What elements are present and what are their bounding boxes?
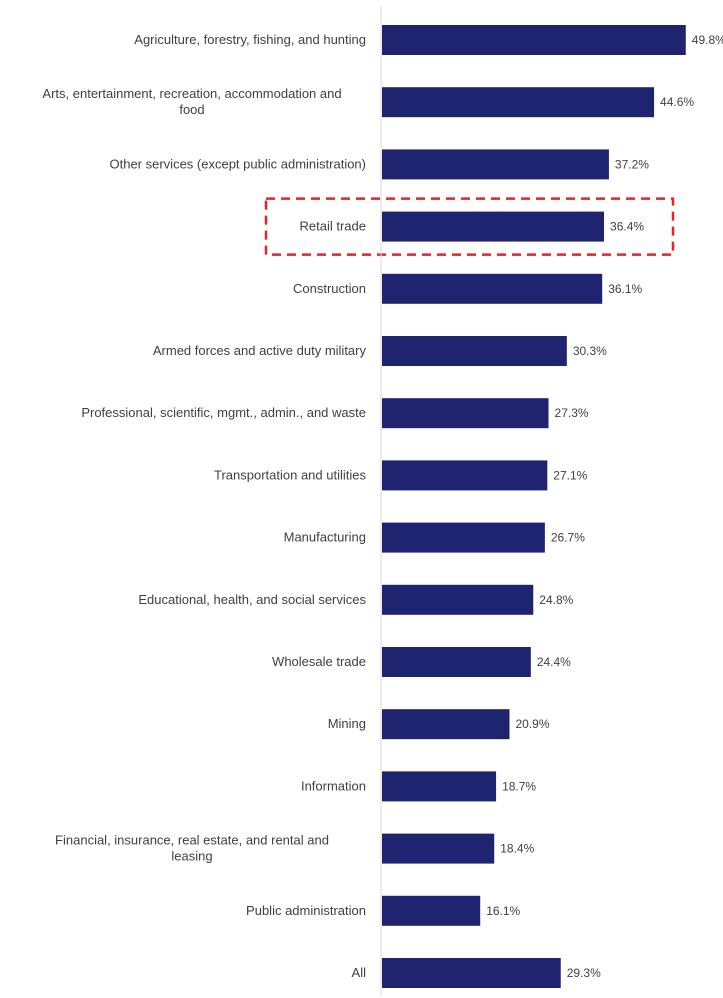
value-label-construction: 36.1% xyxy=(608,282,642,296)
category-label-all: All xyxy=(352,965,367,980)
value-label-other-services-except-public-administration: 37.2% xyxy=(615,157,649,171)
value-label-financial-insurance-real-estate-and-rental-and-leasing: 18.4% xyxy=(500,842,534,856)
value-label-information: 18.7% xyxy=(502,779,536,793)
bar-professional-scientific-mgmt-admin-and-waste xyxy=(382,398,549,429)
bar-other-services-except-public-administration xyxy=(382,149,609,180)
bar-armed-forces-and-active-duty-military xyxy=(382,336,567,366)
bar-transportation-and-utilities xyxy=(382,460,548,491)
bar-retail-trade xyxy=(382,211,605,242)
value-label-wholesale-trade: 24.4% xyxy=(537,655,571,669)
value-label-all: 29.3% xyxy=(567,966,601,980)
category-label-financial-insurance-real-estate-and-rental-and-leasing: Financial, insurance, real estate, and r… xyxy=(55,833,329,864)
bar-educational-health-and-social-services xyxy=(382,584,534,615)
category-label-armed-forces-and-active-duty-military: Armed forces and active duty military xyxy=(153,343,367,358)
category-label-information: Information xyxy=(301,778,366,793)
bars-layer: Agriculture, forestry, fishing, and hunt… xyxy=(42,25,723,988)
category-label-educational-health-and-social-services: Educational, health, and social services xyxy=(138,592,366,607)
category-label-manufacturing: Manufacturing xyxy=(284,530,366,545)
category-label-arts-entertainment-recreation-accommodation-and-food: Arts, entertainment, recreation, accommo… xyxy=(42,86,341,117)
category-label-retail-trade: Retail trade xyxy=(300,219,366,234)
category-label-transportation-and-utilities: Transportation and utilities xyxy=(214,467,366,482)
value-label-retail-trade: 36.4% xyxy=(610,220,644,234)
value-label-agriculture-forestry-fishing-and-hunting: 49.8% xyxy=(692,33,723,47)
category-label-mining: Mining xyxy=(328,716,366,731)
bar-public-administration xyxy=(382,895,481,926)
value-label-educational-health-and-social-services: 24.8% xyxy=(539,593,573,607)
category-label-other-services-except-public-administration: Other services (except public administra… xyxy=(110,156,367,171)
category-label-construction: Construction xyxy=(293,281,366,296)
value-label-arts-entertainment-recreation-accommodation-and-food: 44.6% xyxy=(660,95,694,109)
category-label-professional-scientific-mgmt-admin-and-waste: Professional, scientific, mgmt., admin.,… xyxy=(81,405,366,420)
bar-agriculture-forestry-fishing-and-hunting xyxy=(382,25,686,55)
category-label-public-administration: Public administration xyxy=(246,903,366,918)
value-label-armed-forces-and-active-duty-military: 30.3% xyxy=(573,344,607,358)
value-label-mining: 20.9% xyxy=(515,717,549,731)
highlight-box-retail-trade xyxy=(264,197,675,256)
bar-wholesale-trade xyxy=(382,647,531,677)
bar-all xyxy=(382,958,561,988)
bar-manufacturing xyxy=(382,522,545,553)
category-label-wholesale-trade: Wholesale trade xyxy=(272,654,366,669)
category-label-agriculture-forestry-fishing-and-hunting: Agriculture, forestry, fishing, and hunt… xyxy=(134,32,366,47)
bar-arts-entertainment-recreation-accommodation-and-food xyxy=(382,87,655,118)
value-label-manufacturing: 26.7% xyxy=(551,531,585,545)
bar-construction xyxy=(382,273,603,304)
bar-information xyxy=(382,771,497,802)
value-label-professional-scientific-mgmt-admin-and-waste: 27.3% xyxy=(555,406,589,420)
bar-financial-insurance-real-estate-and-rental-and-leasing xyxy=(382,833,495,864)
bar-mining xyxy=(382,709,510,740)
value-label-transportation-and-utilities: 27.1% xyxy=(553,468,587,482)
value-label-public-administration: 16.1% xyxy=(486,904,520,918)
highlight-layer xyxy=(264,197,675,256)
